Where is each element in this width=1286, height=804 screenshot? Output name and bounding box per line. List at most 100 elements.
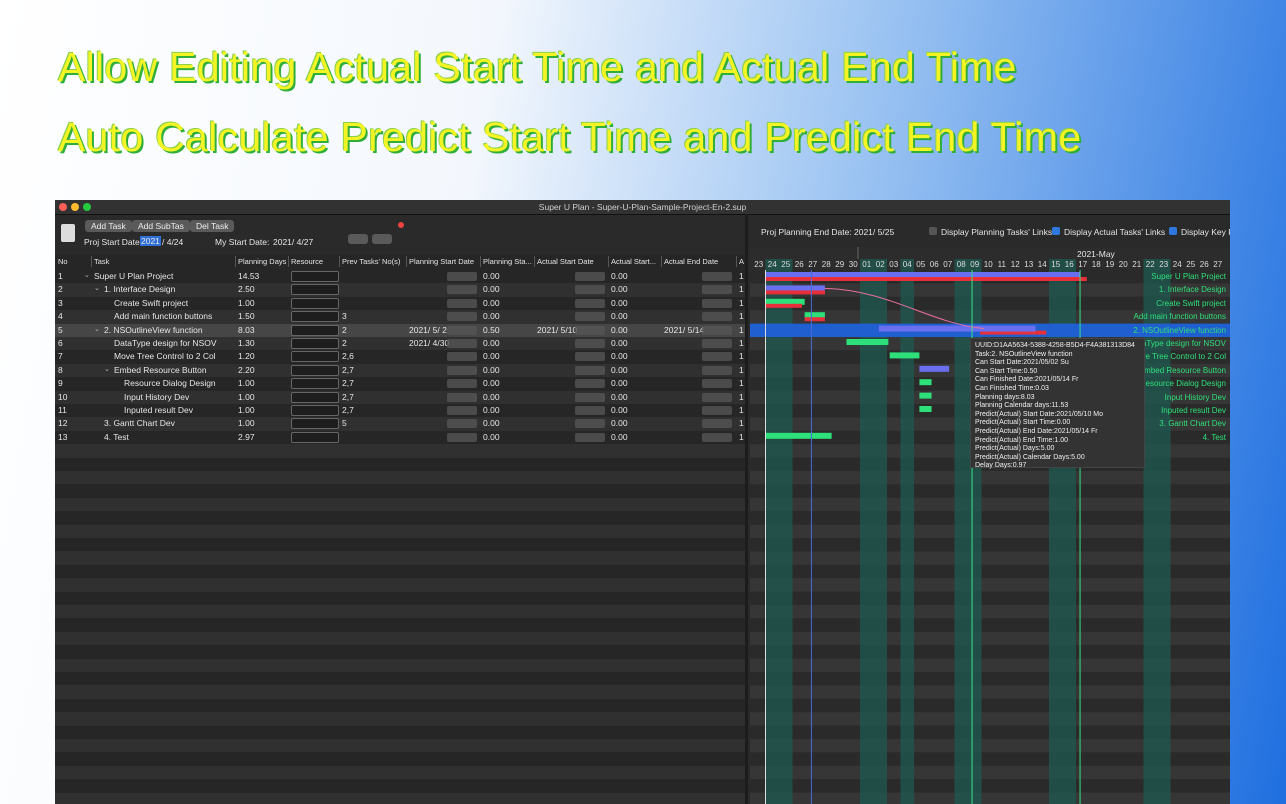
date-stepper[interactable] — [575, 432, 605, 442]
date-stepper[interactable] — [575, 312, 605, 322]
resource-field[interactable] — [291, 338, 339, 349]
table-row[interactable]: ⌄ Super U Plan Project 1 14.53 0.00 0.00 1 — [55, 270, 745, 283]
column-header[interactable]: Task — [94, 257, 110, 266]
date-stepper[interactable] — [447, 365, 477, 375]
date-stepper[interactable] — [575, 352, 605, 362]
date-stepper[interactable] — [447, 312, 477, 322]
column-header[interactable]: Actual Start... — [611, 257, 657, 266]
date-stepper[interactable] — [447, 406, 477, 415]
date-stepper[interactable] — [447, 432, 477, 442]
date-field[interactable]: 2021/ 5/25 — [854, 227, 895, 237]
column-header[interactable]: Actual End Date — [664, 257, 719, 266]
disclosure[interactable]: ⌄ — [94, 325, 100, 333]
date-stepper[interactable] — [702, 298, 732, 308]
column-header[interactable]: Planning Start Date — [409, 257, 475, 266]
resource-field[interactable] — [291, 297, 339, 309]
date-stepper[interactable] — [447, 419, 477, 429]
toolbar-button[interactable]: Add SubTas — [132, 220, 190, 232]
date-stepper[interactable] — [447, 392, 477, 402]
date-field[interactable]: 2021 — [140, 236, 161, 246]
date-stepper[interactable] — [702, 312, 732, 322]
save-icon[interactable] — [61, 224, 75, 242]
resource-field[interactable] — [291, 378, 339, 390]
date-stepper[interactable] — [702, 379, 732, 389]
table-row[interactable]: Input History Dev 10 1.00 2,7 0.00 0.00 1 — [55, 391, 745, 404]
date-stepper[interactable] — [447, 339, 477, 348]
cell: 2.97 — [238, 431, 255, 442]
resource-field[interactable] — [291, 431, 339, 443]
date-stepper[interactable] — [575, 325, 605, 335]
nav-button[interactable] — [372, 234, 392, 244]
date-stepper[interactable] — [447, 298, 477, 308]
date-field[interactable]: / 4/24 — [162, 237, 184, 247]
date-stepper[interactable] — [702, 392, 732, 402]
window-button[interactable] — [71, 203, 79, 211]
column-header[interactable]: Planning Sta... — [483, 257, 532, 266]
date-field[interactable]: 2021/ 4/27 — [273, 237, 314, 247]
date-stepper[interactable] — [575, 419, 605, 429]
table-row[interactable]: Move Tree Control to 2 Col 7 1.20 2,6 0.00 0.… — [55, 350, 745, 363]
checkbox-label[interactable]: Display Key R — [1181, 227, 1230, 237]
column-header[interactable]: A — [739, 257, 745, 266]
window-button[interactable] — [83, 203, 91, 211]
table-row[interactable]: ⌄ Embed Resource Button 8 2.20 2,7 0.00 0.00 1 — [55, 364, 745, 377]
table-row[interactable]: Inputed result Dev 11 1.00 2,7 0.00 0.00 1 — [55, 404, 745, 417]
date-stepper[interactable] — [702, 419, 732, 429]
date-stepper[interactable] — [575, 298, 605, 308]
date-stepper[interactable] — [447, 285, 477, 295]
date-stepper[interactable] — [575, 285, 605, 295]
checkbox[interactable] — [929, 227, 937, 235]
resource-field[interactable] — [291, 351, 339, 363]
date-stepper[interactable] — [702, 325, 732, 335]
resource-field[interactable] — [291, 364, 339, 376]
date-stepper[interactable] — [575, 272, 605, 281]
window-button[interactable] — [59, 203, 67, 211]
table-row[interactable]: ⌄ 1. Interface Design 2 2.50 0.00 0.00 1 — [55, 283, 745, 296]
date-stepper[interactable] — [575, 365, 605, 375]
date-stepper[interactable] — [702, 352, 732, 362]
table-row[interactable]: Create Swift project 3 1.00 0.00 0.00 1 — [55, 297, 745, 310]
checkbox[interactable] — [1052, 227, 1060, 235]
column-header[interactable]: Resource — [291, 257, 324, 266]
date-stepper[interactable] — [702, 272, 732, 281]
date-stepper[interactable] — [702, 365, 732, 375]
date-stepper[interactable] — [575, 392, 605, 402]
table-row[interactable]: 4. Test 13 2.97 0.00 0.00 1 — [55, 431, 745, 444]
table-row[interactable]: 3. Gantt Chart Dev 12 1.00 5 0.00 0.00 1 — [55, 417, 745, 430]
table-row[interactable]: DataType design for NSOV 6 1.30 2 2021/ 4/30… — [55, 337, 745, 350]
date-stepper[interactable] — [702, 406, 732, 415]
resource-field[interactable] — [291, 405, 339, 416]
toolbar-button[interactable]: Add Task — [85, 220, 132, 232]
date-stepper[interactable] — [575, 406, 605, 415]
column-header[interactable]: Actual Start Date — [537, 257, 594, 266]
date-stepper[interactable] — [702, 339, 732, 348]
resource-field[interactable] — [291, 418, 339, 430]
date-stepper[interactable] — [447, 325, 477, 335]
checkbox-label[interactable]: Display Actual Tasks' Links — [1064, 227, 1166, 237]
checkbox-label[interactable]: Display Planning Tasks' Links — [941, 227, 1053, 237]
checkbox[interactable] — [1169, 227, 1177, 235]
toolbar-button[interactable]: Del Task — [190, 220, 235, 232]
resource-field[interactable] — [291, 324, 339, 336]
resource-field[interactable] — [291, 271, 339, 282]
disclosure[interactable]: ⌄ — [104, 365, 110, 373]
table-row[interactable]: ⌄ 2. NSOutlineView function 5 8.03 2 2021/ 5/… — [55, 323, 745, 337]
resource-field[interactable] — [291, 284, 339, 296]
date-stepper[interactable] — [575, 379, 605, 389]
date-stepper[interactable] — [447, 352, 477, 362]
date-stepper[interactable] — [447, 379, 477, 389]
column-header[interactable]: Planning Days — [238, 257, 287, 266]
column-header[interactable]: Prev Tasks' No(s) — [342, 257, 401, 266]
date-stepper[interactable] — [575, 339, 605, 348]
date-stepper[interactable] — [702, 432, 732, 442]
nav-button[interactable] — [348, 234, 368, 244]
table-row[interactable]: Resource Dialog Design 9 1.00 2,7 0.00 0.00 1 — [55, 377, 745, 390]
disclosure[interactable]: ⌄ — [84, 272, 90, 279]
disclosure[interactable]: ⌄ — [94, 285, 100, 293]
date-stepper[interactable] — [702, 285, 732, 295]
date-stepper[interactable] — [447, 272, 477, 281]
table-row[interactable]: Add main function buttons 4 1.50 3 0.00 0.00 1 — [55, 310, 745, 323]
column-header[interactable]: No — [58, 257, 68, 266]
resource-field[interactable] — [291, 311, 339, 323]
resource-field[interactable] — [291, 391, 339, 403]
